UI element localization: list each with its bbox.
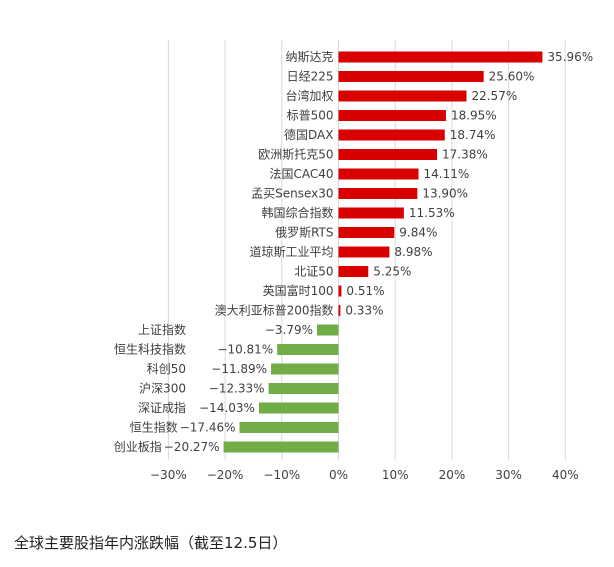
value-label: 22.57% <box>471 89 517 103</box>
x-tick-label: 40% <box>552 468 579 482</box>
category-label: 纳斯达克 <box>285 50 333 64</box>
x-tick-label: 10% <box>382 468 409 482</box>
value-label: −17.46% <box>180 421 236 435</box>
bar <box>338 90 467 102</box>
x-tick-label: −30% <box>150 468 187 482</box>
value-label: 5.25% <box>373 265 411 279</box>
bar <box>223 441 339 453</box>
value-label: 14.11% <box>424 167 470 181</box>
x-tick-label: 30% <box>495 468 522 482</box>
value-label: −11.89% <box>211 362 267 376</box>
category-label: 孟买Sensex30 <box>251 187 333 201</box>
value-label: 9.84% <box>399 226 437 240</box>
category-label: 恒生指数 <box>130 420 178 435</box>
bar <box>338 71 484 82</box>
category-label: 台湾加权 <box>285 88 333 103</box>
category-label: 科创50 <box>147 362 186 376</box>
bar <box>277 344 339 355</box>
bar <box>338 266 369 277</box>
x-tick-label: −20% <box>207 468 244 482</box>
value-label: −20.27% <box>164 440 220 454</box>
category-label: 澳大利亚标普200指数 <box>215 303 334 318</box>
category-label: 德国DAX <box>284 127 333 142</box>
category-label: 沪深300 <box>139 382 186 396</box>
bar <box>338 168 419 180</box>
x-tick-label: −10% <box>263 468 300 482</box>
category-label: 法国CAC40 <box>269 167 333 181</box>
value-label: 18.95% <box>451 109 497 123</box>
category-label: 韩国综合指数 <box>261 205 333 220</box>
bar <box>338 188 418 199</box>
bar <box>338 285 342 297</box>
bar <box>258 402 339 414</box>
category-label: 俄罗斯RTS <box>275 226 333 240</box>
bar-chart: −30% −20% −10% 0% 10% 20% 30% 40% 纳斯达克 35.96% 日经22… <box>114 40 593 482</box>
value-label: 25.60% <box>489 70 535 84</box>
value-label: −12.33% <box>209 382 265 396</box>
bar <box>268 383 339 394</box>
value-label: −14.03% <box>199 401 255 415</box>
category-label: 道琼斯工业平均 <box>249 244 333 259</box>
bar <box>317 324 339 336</box>
chart-caption: 全球主要股指年内涨跌幅（截至12.5日） <box>14 534 288 552</box>
bar <box>338 207 404 219</box>
bar <box>338 149 438 160</box>
value-label: 11.53% <box>409 206 455 220</box>
value-label: 0.33% <box>345 304 383 318</box>
category-label: 深证成指 <box>138 400 186 415</box>
bar <box>239 422 339 433</box>
bar <box>271 363 339 375</box>
value-label: 0.51% <box>346 284 384 298</box>
bar <box>338 129 445 141</box>
value-label: 13.90% <box>422 187 468 201</box>
value-label: 8.98% <box>394 245 432 259</box>
value-label: 18.74% <box>450 128 496 142</box>
value-label: 35.96% <box>547 50 593 64</box>
category-label: 创业板指 <box>114 439 162 454</box>
bar <box>338 246 390 258</box>
bar <box>338 110 446 121</box>
category-label: 恒生科技指数 <box>114 342 186 357</box>
category-label: 英国富时100 <box>263 283 334 298</box>
bar <box>338 305 341 316</box>
category-label: 标普500 <box>287 109 334 123</box>
x-tick-label: 20% <box>439 468 466 482</box>
category-label: 日经225 <box>287 70 334 84</box>
value-label: −3.79% <box>265 323 313 337</box>
category-label: 北证50 <box>294 265 333 279</box>
x-tick-label: 0% <box>329 468 348 482</box>
value-label: −10.81% <box>217 343 273 357</box>
category-label: 欧洲斯托克50 <box>258 148 333 162</box>
bar <box>338 51 543 63</box>
bar <box>338 227 395 238</box>
category-label: 上证指数 <box>138 322 186 337</box>
value-label: 17.38% <box>442 148 488 162</box>
